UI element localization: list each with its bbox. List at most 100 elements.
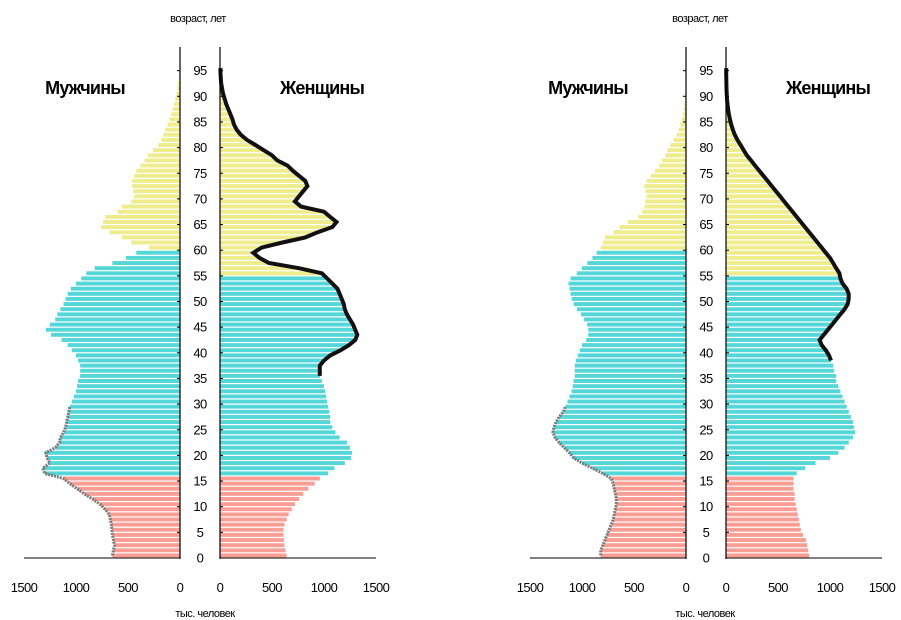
male-bar-age-46 <box>584 317 686 322</box>
female-bar-age-56 <box>220 266 300 271</box>
age-tick-label: 50 <box>699 294 713 309</box>
age-tick-label: 60 <box>699 243 713 258</box>
female-bar-age-29 <box>726 404 847 409</box>
female-bar-age-70 <box>220 194 300 199</box>
female-bar-age-49 <box>220 302 344 307</box>
age-tick-label: 55 <box>193 268 207 283</box>
female-bar-age-20 <box>726 450 839 455</box>
male-bar-age-67 <box>642 209 686 214</box>
male-bar-age-75 <box>136 168 180 173</box>
x-tick-label-left: 1000 <box>63 580 90 595</box>
female-bar-age-13 <box>726 486 794 491</box>
female-bar-age-57 <box>220 261 269 265</box>
female-bar-age-37 <box>220 363 320 368</box>
female-bar-age-25 <box>220 425 333 430</box>
male-bar-age-2 <box>602 543 686 548</box>
female-bar-age-49 <box>726 302 848 307</box>
male-bar-age-80 <box>670 143 686 147</box>
female-bar-age-31 <box>726 394 843 399</box>
age-tick-label: 65 <box>193 217 207 232</box>
female-bar-age-73 <box>220 178 306 183</box>
female-bar-age-67 <box>726 209 793 214</box>
age-tick-label: 60 <box>193 243 207 258</box>
female-bar-age-73 <box>726 178 768 183</box>
age-tick-label: 80 <box>193 140 207 155</box>
male-bar-age-15 <box>63 476 180 481</box>
male-bar-age-61 <box>602 240 686 245</box>
female-bar-age-0 <box>726 553 810 558</box>
female-bar-age-22 <box>220 440 347 445</box>
male-bar-age-49 <box>63 302 180 307</box>
female-bar-age-34 <box>220 379 322 383</box>
male-bar-age-87 <box>683 107 686 112</box>
female-bar-age-20 <box>220 450 353 455</box>
male-bar-age-13 <box>614 486 686 491</box>
x-tick-label-right: 500 <box>768 580 788 595</box>
male-bar-age-81 <box>673 137 686 142</box>
female-bar-age-46 <box>220 317 350 322</box>
x-tick-label-right: 1000 <box>817 580 844 595</box>
male-bar-age-2 <box>114 543 180 548</box>
male-bar-age-26 <box>556 420 686 425</box>
male-bar-age-69 <box>131 199 180 204</box>
female-bar-age-47 <box>220 312 347 317</box>
male-bar-age-31 <box>569 394 686 399</box>
age-tick-label: 90 <box>193 89 207 104</box>
male-bar-age-59 <box>596 250 686 255</box>
male-bar-age-8 <box>109 512 180 517</box>
age-tick-label: 35 <box>193 371 207 386</box>
female-bar-age-35 <box>220 373 320 378</box>
x-tick-label-left: 500 <box>624 580 644 595</box>
age-tick-label: 80 <box>699 140 713 155</box>
x-tick-label-right: 500 <box>262 580 282 595</box>
male-bar-age-4 <box>606 532 686 537</box>
female-bar-age-6 <box>220 522 285 527</box>
male-bar-age-35 <box>574 373 686 378</box>
female-bar-age-27 <box>726 414 851 419</box>
age-axis-title: возраст, лет <box>170 13 226 25</box>
pyramid-2: 0 5 10 15 20 25 30 35 40 45 50 55 60 65 70 75 80 85 90 95 15… <box>517 13 896 620</box>
male-bar-age-23 <box>60 435 180 440</box>
age-tick-label: 65 <box>699 217 713 232</box>
male-bar-age-79 <box>152 148 180 153</box>
male-bar-age-47 <box>57 312 180 317</box>
female-bar-age-9 <box>726 507 797 512</box>
female-bar-age-68 <box>726 204 789 209</box>
male-bar-age-51 <box>67 291 180 296</box>
male-bar-age-68 <box>121 204 180 209</box>
male-bar-age-0 <box>112 553 180 558</box>
male-bar-age-66 <box>105 214 180 219</box>
male-bar-age-85 <box>169 117 180 122</box>
male-bar-age-52 <box>569 286 686 291</box>
female-bar-age-61 <box>726 240 818 245</box>
male-bar-age-81 <box>161 137 180 142</box>
female-bar-age-84 <box>220 122 235 127</box>
male-bar-age-4 <box>112 532 180 537</box>
male-bar-age-89 <box>175 96 180 101</box>
male-bar-age-73 <box>646 178 686 183</box>
x-tick-label-right: 0 <box>217 580 224 595</box>
male-bar-age-56 <box>582 266 686 271</box>
female-bar-age-17 <box>220 466 335 471</box>
male-bar-age-37 <box>80 363 180 368</box>
male-bar-age-72 <box>132 184 180 189</box>
female-bar-age-89 <box>220 96 225 101</box>
male-bar-age-82 <box>676 132 686 137</box>
female-bar-age-51 <box>220 291 340 296</box>
male-bar-age-34 <box>573 379 686 383</box>
male-bar-age-7 <box>110 517 180 522</box>
male-bar-age-74 <box>134 173 180 178</box>
female-bar-age-53 <box>220 281 333 286</box>
female-bar-age-82 <box>726 132 735 137</box>
age-tick-label: 0 <box>703 551 710 566</box>
male-bar-age-87 <box>172 107 180 112</box>
male-bar-age-33 <box>77 384 180 389</box>
male-bar-age-37 <box>574 363 686 368</box>
age-tick-label: 70 <box>699 191 713 206</box>
age-tick-label: 15 <box>193 474 207 489</box>
male-excess-contour <box>551 406 618 556</box>
male-bar-age-14 <box>69 481 180 486</box>
male-bar-age-84 <box>167 122 180 127</box>
male-bar-age-40 <box>579 348 686 353</box>
female-bar-age-78 <box>726 153 747 158</box>
